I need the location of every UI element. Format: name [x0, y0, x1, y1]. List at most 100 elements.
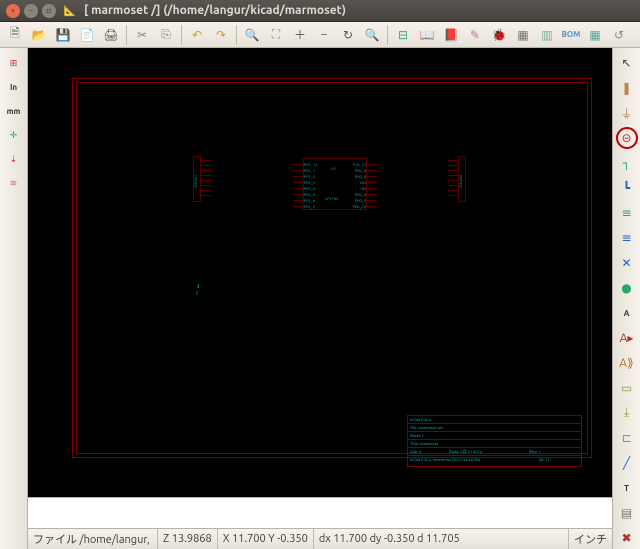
- pcbnew-icon[interactable]: ▦: [584, 24, 606, 46]
- comp-ref: CONN1: [193, 175, 198, 188]
- open-icon[interactable]: 📂: [28, 24, 50, 46]
- label-icon[interactable]: A: [616, 302, 638, 324]
- save-icon[interactable]: 💾: [52, 24, 74, 46]
- import-icon[interactable]: ⤓: [616, 402, 638, 424]
- pin: [448, 185, 458, 186]
- select-icon[interactable]: ↖: [616, 52, 638, 74]
- pin: [448, 170, 458, 171]
- navigate-icon[interactable]: ⊟: [392, 24, 414, 46]
- noconn-icon[interactable]: ✕: [616, 252, 638, 274]
- pin: P00_23: [349, 204, 377, 209]
- pin: [448, 180, 458, 181]
- grid-icon[interactable]: ⊞: [3, 52, 25, 74]
- cvpcb-icon[interactable]: ▥: [536, 24, 558, 46]
- comp-value: LP1752: [325, 196, 338, 201]
- image-icon[interactable]: ▤: [616, 502, 638, 524]
- zoom-in-icon[interactable]: ＋: [289, 24, 311, 46]
- main-area: ⊞Inmm✛⇣≋ U1 LP1752 P01_13P01_1P01_2P01_3 P0…: [0, 48, 640, 549]
- pin: P00_5: [349, 198, 377, 203]
- maximize-icon[interactable]: ▫: [42, 4, 56, 18]
- pin: [201, 160, 211, 161]
- pin: [448, 160, 458, 161]
- zoom-redraw-icon[interactable]: ↻: [337, 24, 359, 46]
- annotate-icon[interactable]: ✎: [464, 24, 486, 46]
- text-icon[interactable]: T: [616, 477, 638, 499]
- bus-dir-icon[interactable]: ≋: [3, 172, 25, 194]
- pin: P01_2: [293, 174, 316, 179]
- hlabel-icon[interactable]: A⟫: [616, 352, 638, 374]
- pin: [448, 175, 458, 176]
- right-toolbar: ↖ ❚ ⏚ ⊝ ┐ ┗ ≡ ≡ ✕ ● A A▸ A⟫ ▭ ⤓ ⊏ ╱ T ▤ ✖: [612, 48, 640, 549]
- app-icon: 📐: [62, 3, 78, 19]
- minimize-icon[interactable]: −: [24, 4, 38, 18]
- lib-browse-icon[interactable]: 📖: [416, 24, 438, 46]
- pin: [201, 190, 211, 191]
- power-icon[interactable]: ⏚: [616, 102, 638, 124]
- pin: P01_3: [293, 180, 316, 185]
- status-dxy: dx 11.700 dy -0.350 d 11.705: [314, 529, 569, 549]
- netlist-icon[interactable]: ▦: [512, 24, 534, 46]
- pin: P01_5: [293, 192, 316, 197]
- power-flag[interactable]: ↕F: [196, 283, 200, 296]
- pin: P10_13: [349, 162, 377, 167]
- pin: [201, 170, 211, 171]
- comp-ref: CONN2: [458, 175, 463, 188]
- bus2bus-icon[interactable]: ≡: [616, 227, 638, 249]
- bus-icon[interactable]: ┗: [616, 177, 638, 199]
- cut-icon[interactable]: ✂: [131, 24, 153, 46]
- junction-icon[interactable]: ●: [616, 277, 638, 299]
- zoom-out-icon[interactable]: −: [313, 24, 335, 46]
- pin: P01_6: [293, 198, 316, 203]
- titlebar: × − ▫ 📐 [ marmoset /] (/home/langur/kica…: [0, 0, 640, 22]
- sheetpin-icon[interactable]: ⊏: [616, 427, 638, 449]
- highlight-icon[interactable]: ❚: [616, 77, 638, 99]
- print-icon[interactable]: 🖨: [100, 24, 122, 46]
- status-units: インチ: [569, 529, 612, 549]
- pin: [201, 195, 211, 196]
- zoom-auto-icon[interactable]: 🔍: [361, 24, 383, 46]
- pin: [201, 185, 211, 186]
- comp-ref: U1: [331, 166, 336, 171]
- status-zoom: Z 13.9868: [158, 529, 218, 549]
- undo-icon[interactable]: ↶: [186, 24, 208, 46]
- find-icon[interactable]: 🔍: [241, 24, 263, 46]
- pin: P01_7: [293, 204, 316, 209]
- title-block: KiCad E.D.A.File: marmoset.schSheet: /Ti…: [407, 415, 582, 467]
- redo-icon[interactable]: ↷: [210, 24, 232, 46]
- wire-icon[interactable]: ┐: [616, 152, 638, 174]
- hidden-pins-icon[interactable]: ⇣: [3, 148, 25, 170]
- delete-icon[interactable]: ✖: [616, 527, 638, 549]
- copy-icon[interactable]: ⎘: [155, 24, 177, 46]
- close-icon[interactable]: ×: [6, 4, 20, 18]
- new-icon[interactable]: 🗎: [4, 24, 26, 46]
- status-file: ファイル /home/langur,: [28, 529, 158, 549]
- canvas-wrap: U1LP1752P01_13P01_1P01_2P01_3P01_4P01_5P…: [28, 48, 612, 549]
- page-icon[interactable]: 📄: [76, 24, 98, 46]
- pin: VD: [349, 186, 377, 191]
- sheet-border-inner: [76, 82, 588, 454]
- pin: P01_1: [293, 168, 316, 173]
- left-toolbar: ⊞Inmm✛⇣≋: [0, 48, 28, 549]
- sheet-icon[interactable]: ▭: [616, 377, 638, 399]
- glabel-icon[interactable]: A▸: [616, 327, 638, 349]
- units-in-icon[interactable]: In: [3, 76, 25, 98]
- pin: [448, 165, 458, 166]
- erc-icon[interactable]: 🐞: [488, 24, 510, 46]
- backanno-icon[interactable]: ↺: [608, 24, 630, 46]
- window-title: [ marmoset /] (/home/langur/kicad/marmos…: [84, 4, 346, 17]
- wire2bus-icon[interactable]: ≡: [616, 202, 638, 224]
- bom-icon[interactable]: BOM: [560, 24, 582, 46]
- pin: P00_8: [349, 168, 377, 173]
- pin: [201, 180, 211, 181]
- line-icon[interactable]: ╱: [616, 452, 638, 474]
- cursor-icon[interactable]: ✛: [3, 124, 25, 146]
- lib-edit-icon[interactable]: 📕: [440, 24, 462, 46]
- pin: [201, 175, 211, 176]
- pin: P00_4: [349, 192, 377, 197]
- zoom-fit-icon[interactable]: ⛶: [265, 24, 287, 46]
- pin: P01_13: [293, 162, 318, 167]
- place-comp-icon[interactable]: ⊝: [616, 127, 638, 149]
- schematic-canvas[interactable]: U1LP1752P01_13P01_1P01_2P01_3P01_4P01_5P…: [28, 48, 612, 497]
- units-mm-icon[interactable]: mm: [3, 100, 25, 122]
- status-bar: ファイル /home/langur, Z 13.9868 X 11.700 Y …: [28, 529, 612, 549]
